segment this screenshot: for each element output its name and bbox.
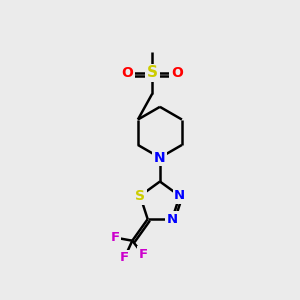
Text: F: F [111, 231, 120, 244]
Text: O: O [122, 66, 134, 80]
Text: O: O [171, 66, 183, 80]
Text: N: N [174, 189, 185, 203]
Text: S: S [135, 189, 145, 203]
Text: N: N [154, 151, 166, 165]
Text: N: N [167, 213, 178, 226]
Text: S: S [147, 65, 158, 80]
Text: F: F [139, 248, 148, 261]
Text: F: F [120, 251, 129, 264]
